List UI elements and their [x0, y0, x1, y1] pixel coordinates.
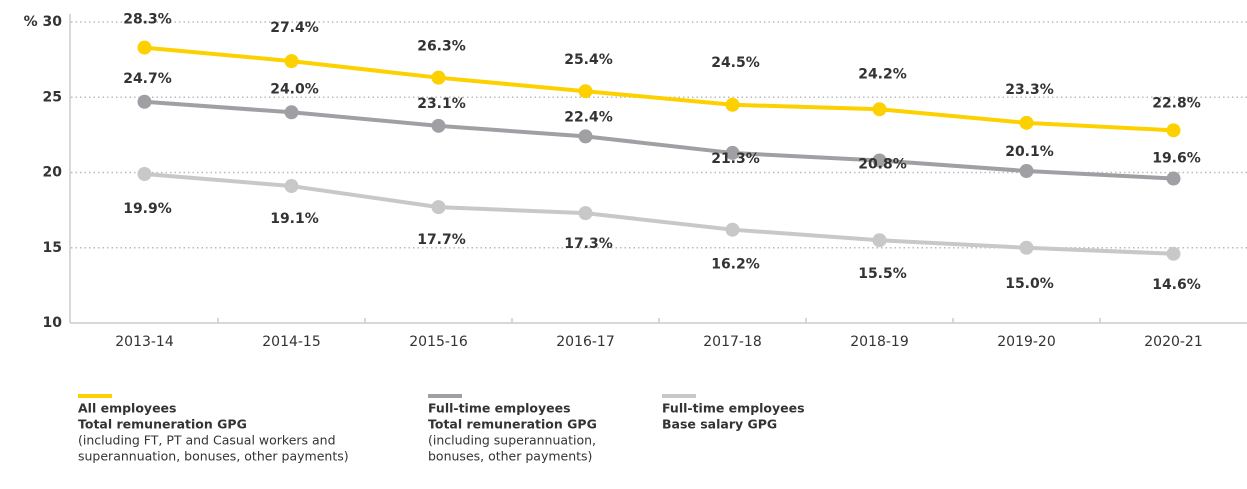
legend-measure: Total remuneration GPG [428, 417, 597, 432]
data-label: 24.0% [270, 81, 319, 97]
data-label: 22.8% [1152, 95, 1201, 111]
data-point [284, 54, 299, 69]
x-tick-label: 2020-21 [1144, 334, 1203, 350]
data-point [725, 222, 740, 237]
legend-note: (including FT, PT and Casual workers and [78, 433, 336, 448]
y-tick-label: % 30 [24, 14, 63, 30]
data-point [872, 153, 887, 168]
data-point [1019, 163, 1034, 178]
x-tick-label: 2018-19 [850, 334, 909, 350]
data-point [284, 179, 299, 194]
data-label: 17.7% [417, 232, 466, 248]
data-point [137, 40, 152, 55]
legend-name: All employees [78, 401, 176, 416]
legend-note: superannuation, bonuses, other payments) [78, 449, 349, 464]
data-label: 25.4% [564, 52, 613, 68]
y-tick-label: 20 [43, 165, 63, 181]
data-point [725, 145, 740, 160]
x-tick-label: 2016-17 [556, 334, 615, 350]
data-point [578, 84, 593, 99]
data-label: 15.5% [858, 266, 907, 282]
data-label: 17.3% [564, 236, 613, 252]
data-label: 22.4% [564, 109, 613, 125]
data-label: 24.2% [858, 66, 907, 82]
data-label: 19.1% [270, 211, 319, 227]
data-point [725, 97, 740, 112]
data-label: 16.2% [711, 257, 760, 273]
y-tick-label: 25 [43, 89, 62, 105]
data-point [578, 206, 593, 221]
data-point [578, 129, 593, 144]
x-tick-label: 2017-18 [703, 334, 762, 350]
data-label: 23.1% [417, 96, 466, 112]
data-label: 27.4% [270, 20, 319, 36]
y-tick-label: 15 [43, 240, 62, 256]
series-line [144, 99, 1174, 181]
x-tick-label: 2019-20 [997, 334, 1056, 350]
legend-measure: Base salary GPG [662, 417, 777, 432]
legend-name: Full-time employees [428, 401, 571, 416]
data-label: 24.7% [123, 71, 172, 87]
data-point [1166, 171, 1181, 186]
data-point [872, 233, 887, 248]
data-label: 20.1% [1005, 144, 1054, 160]
data-label: 19.6% [1152, 151, 1201, 167]
data-point [431, 70, 446, 85]
x-tick-label: 2015-16 [409, 334, 468, 350]
series-line [144, 172, 1174, 256]
x-tick-label: 2013-14 [115, 334, 174, 350]
legend-name: Full-time employees [662, 401, 805, 416]
data-label: 14.6% [1152, 277, 1201, 293]
data-label: 19.9% [123, 201, 172, 217]
y-tick-label: 10 [43, 315, 63, 331]
data-point [1166, 123, 1181, 138]
data-point [431, 118, 446, 133]
data-point [284, 105, 299, 120]
legend-note: (including superannuation, [428, 433, 596, 448]
data-label: 28.3% [123, 12, 172, 28]
data-point [137, 167, 152, 182]
x-tick-label: 2014-15 [262, 334, 321, 350]
data-point [1166, 246, 1181, 261]
data-label: 21.3% [711, 151, 760, 167]
legend-note: bonuses, other payments) [428, 449, 592, 464]
series-line [144, 45, 1174, 133]
data-label: 24.5% [711, 55, 760, 71]
data-point [137, 94, 152, 109]
legend-measure: Total remuneration GPG [78, 417, 247, 432]
data-label: 20.8% [858, 156, 907, 172]
data-label: 23.3% [1005, 82, 1054, 98]
data-point [872, 102, 887, 117]
data-point [431, 200, 446, 215]
data-label: 26.3% [417, 39, 466, 55]
data-point [1019, 115, 1034, 130]
data-point [1019, 240, 1034, 255]
data-label: 15.0% [1005, 276, 1054, 292]
